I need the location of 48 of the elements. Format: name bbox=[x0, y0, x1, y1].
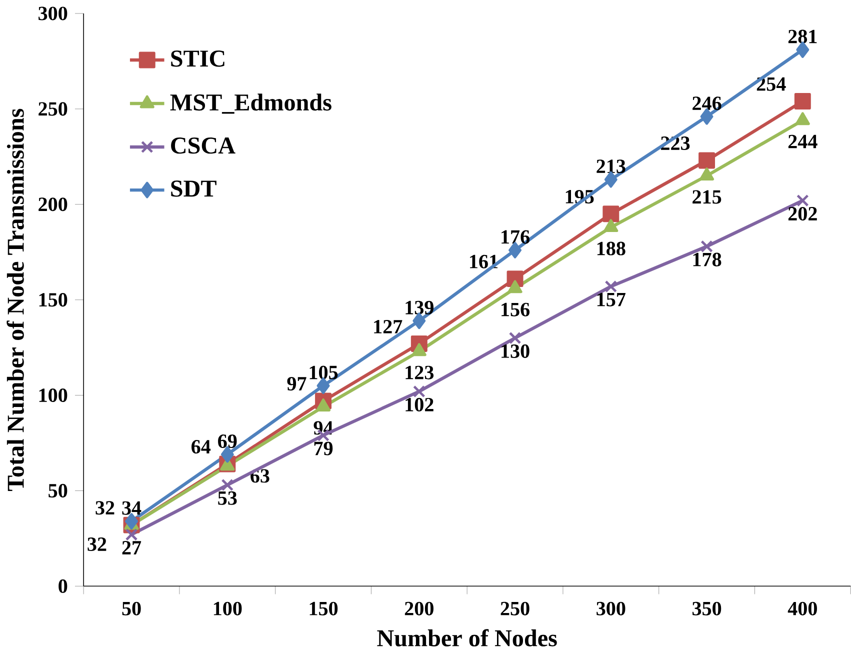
y-tick-label: 100 bbox=[39, 388, 68, 402]
data-label: 213 bbox=[596, 160, 626, 174]
data-label: 105 bbox=[310, 366, 338, 380]
x-tick-label: 250 bbox=[500, 602, 530, 616]
data-label: 123 bbox=[406, 366, 434, 380]
data-label: 244 bbox=[788, 134, 818, 148]
legend-label: STIC bbox=[171, 50, 224, 67]
x-tick-label: 200 bbox=[404, 602, 434, 616]
legend-label: SDT bbox=[171, 180, 216, 197]
data-label: 254 bbox=[756, 77, 786, 91]
y-tick-label: 0 bbox=[58, 579, 68, 593]
data-label: 53 bbox=[218, 491, 237, 505]
data-label: 130 bbox=[502, 344, 530, 358]
x-tick-label: 50 bbox=[122, 602, 141, 616]
y-tick-label: 50 bbox=[48, 484, 68, 498]
x-tick-label: 350 bbox=[692, 602, 722, 616]
y-tick-label: 300 bbox=[38, 6, 68, 20]
data-label: 69 bbox=[218, 434, 237, 448]
data-label: 215 bbox=[692, 190, 722, 204]
x-tick-label: 100 bbox=[214, 602, 242, 616]
x-tick-label: 400 bbox=[788, 602, 817, 616]
legend-label: CSCA bbox=[171, 137, 236, 154]
legend-label: MST_Edmonds bbox=[170, 94, 332, 114]
y-tick-label: 150 bbox=[39, 292, 68, 307]
data-label: 64 bbox=[192, 440, 211, 454]
y-tick-label: 200 bbox=[38, 198, 68, 212]
data-label: 139 bbox=[406, 300, 434, 314]
data-label: 281 bbox=[788, 30, 817, 44]
data-label: 157 bbox=[597, 292, 626, 306]
x-axis-title: Number of Nodes bbox=[377, 629, 557, 646]
data-label: 178 bbox=[693, 252, 722, 266]
data-label: 188 bbox=[597, 242, 626, 256]
x-tick-label: 300 bbox=[596, 602, 626, 616]
data-label: 79 bbox=[314, 442, 333, 456]
data-label: 156 bbox=[502, 302, 530, 316]
data-label: 246 bbox=[692, 96, 722, 110]
x-tick-label: 150 bbox=[310, 602, 338, 616]
data-label: 97 bbox=[287, 376, 306, 390]
data-label: 27 bbox=[122, 540, 142, 554]
data-label: 176 bbox=[502, 230, 530, 244]
data-label: 32 bbox=[88, 537, 106, 551]
data-label: 102 bbox=[406, 398, 434, 412]
data-label: 34 bbox=[122, 501, 142, 515]
data-label: 202 bbox=[788, 206, 817, 220]
y-tick-label: 250 bbox=[38, 102, 68, 116]
data-label: 127 bbox=[374, 320, 402, 334]
data-label: 32 bbox=[96, 501, 114, 515]
y-axis-title: Total Number of Node Transmissions bbox=[6, 108, 24, 491]
